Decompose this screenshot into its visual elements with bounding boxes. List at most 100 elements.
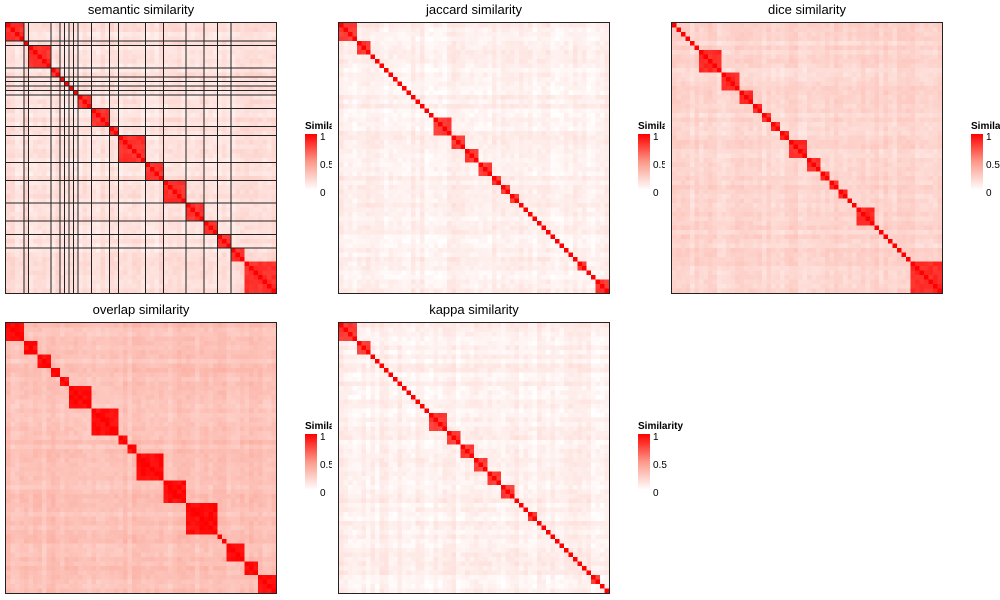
heatmap-cell — [235, 45, 241, 51]
heatmap-cell — [195, 153, 201, 159]
heatmap-cell — [145, 27, 151, 33]
heatmap-cell — [127, 216, 133, 222]
heatmap-cell — [163, 86, 169, 92]
heatmap-cell — [253, 257, 259, 263]
heatmap-cell — [262, 243, 268, 249]
heatmap-cell — [384, 27, 390, 33]
heatmap-cell — [10, 230, 16, 236]
heatmap-cell — [114, 41, 120, 47]
heatmap-cell — [258, 194, 264, 200]
heatmap-cell — [213, 198, 219, 204]
heatmap-cell — [69, 288, 75, 293]
heatmap-cell — [231, 68, 237, 74]
heatmap-cell — [379, 95, 385, 101]
heatmap-cell — [15, 257, 21, 263]
heatmap-cell — [231, 167, 237, 173]
heatmap-cell — [388, 68, 394, 74]
heatmap-cell — [384, 81, 390, 87]
heatmap-cell — [73, 140, 79, 146]
heatmap-cell — [384, 54, 390, 60]
heatmap-cell — [136, 162, 142, 168]
heatmap-cell — [195, 180, 201, 186]
heatmap-cell — [402, 113, 408, 119]
heatmap-cell — [352, 45, 358, 51]
heatmap-cell — [78, 162, 84, 168]
heatmap-cell — [199, 122, 205, 128]
heatmap-cell — [141, 45, 147, 51]
heatmap-cell — [595, 117, 601, 123]
heatmap-cell — [177, 248, 183, 254]
heatmap-cell — [514, 63, 520, 69]
heatmap-cell — [483, 50, 489, 56]
heatmap-cell — [42, 72, 48, 78]
heatmap-cell — [366, 50, 372, 56]
heatmap-cell — [402, 86, 408, 92]
heatmap-cell — [217, 23, 223, 29]
heatmap-cell — [226, 144, 232, 150]
heatmap-cell — [24, 144, 30, 150]
heatmap-cell — [145, 63, 151, 69]
heatmap-cell — [10, 239, 16, 245]
heatmap-cell — [109, 203, 115, 209]
heatmap-cell — [582, 95, 588, 101]
heatmap-cell — [42, 113, 48, 119]
heatmap-cell — [100, 41, 106, 47]
heatmap-cell — [46, 99, 52, 105]
heatmap-cell — [262, 207, 268, 213]
heatmap-cell — [145, 153, 151, 159]
heatmap-cell — [523, 117, 529, 123]
heatmap-cell — [82, 239, 88, 245]
heatmap-cell — [145, 243, 151, 249]
heatmap-cell — [69, 212, 75, 218]
heatmap-cell — [132, 167, 138, 173]
heatmap-cell — [96, 81, 102, 87]
heatmap-cell — [15, 203, 21, 209]
heatmap-cell — [118, 185, 124, 191]
heatmap-cell — [10, 126, 16, 132]
heatmap-cell — [154, 266, 160, 272]
heatmap-cell — [91, 257, 97, 263]
heatmap-cell — [366, 72, 372, 78]
heatmap-cell — [582, 77, 588, 83]
heatmap-cell — [82, 212, 88, 218]
heatmap-cell — [226, 261, 232, 267]
heatmap-cell — [550, 95, 556, 101]
heatmap-cell — [10, 104, 16, 110]
heatmap-cell — [69, 32, 75, 38]
heatmap-cell — [591, 32, 597, 38]
heatmap-cell — [244, 23, 250, 29]
heatmap-cell — [55, 131, 61, 137]
heatmap-cell — [249, 252, 255, 258]
heatmap-cell — [163, 185, 169, 191]
heatmap-cell — [217, 126, 223, 132]
heatmap-cell — [415, 32, 421, 38]
heatmap-cell — [271, 77, 276, 83]
heatmap-cell — [595, 113, 601, 119]
heatmap-cell — [64, 122, 70, 128]
heatmap-cell — [249, 144, 255, 150]
heatmap-cell — [532, 45, 538, 51]
heatmap-cell — [226, 122, 232, 128]
heatmap-cell — [384, 77, 390, 83]
heatmap-cell — [87, 45, 93, 51]
heatmap-cell — [397, 63, 403, 69]
heatmap-cell — [141, 149, 147, 155]
heatmap-cell — [366, 36, 372, 42]
heatmap-cell — [51, 284, 57, 290]
heatmap-cell — [6, 140, 12, 146]
heatmap-cell — [465, 63, 471, 69]
heatmap-cell — [64, 180, 70, 186]
heatmap-cell — [379, 41, 385, 47]
heatmap-cell — [136, 185, 142, 191]
heatmap-cell — [118, 135, 124, 141]
heatmap-cell — [271, 180, 276, 186]
heatmap-cell — [514, 23, 520, 29]
heatmap-cell — [204, 77, 210, 83]
heatmap-cell — [109, 86, 115, 92]
heatmap-cell — [159, 50, 165, 56]
heatmap-cell — [591, 54, 597, 60]
heatmap-cell — [69, 198, 75, 204]
heatmap-cell — [429, 45, 435, 51]
heatmap-cell — [6, 198, 12, 204]
heatmap-cell — [28, 221, 34, 227]
